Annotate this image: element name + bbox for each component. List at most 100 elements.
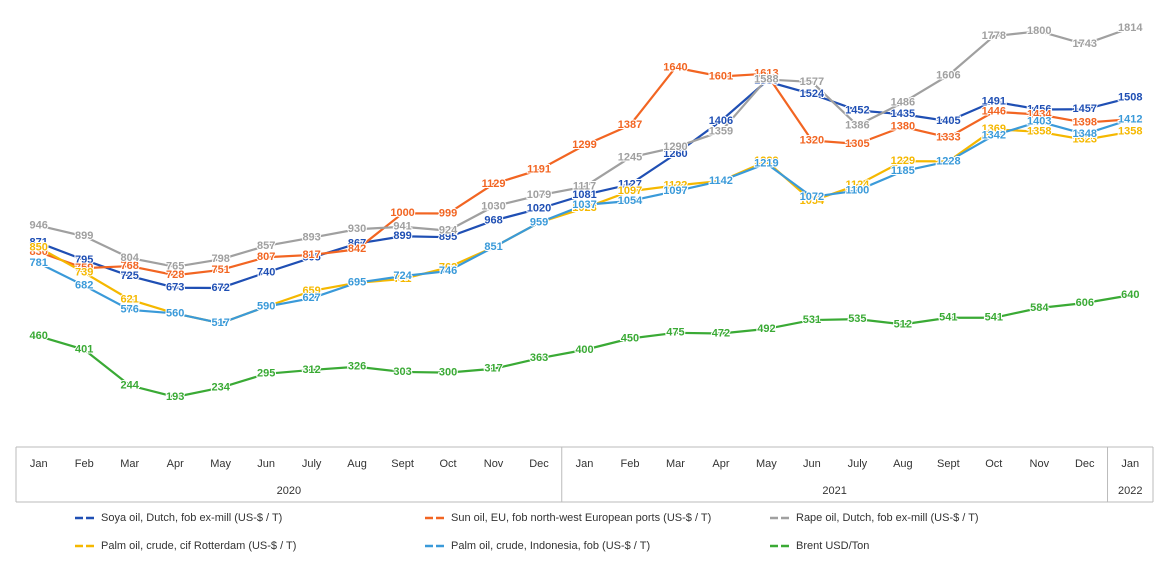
data-label: 1358 — [1118, 126, 1142, 138]
x-tick-label: Jan — [30, 458, 48, 470]
data-label: 1640 — [663, 62, 687, 74]
legend-label: Soya oil, Dutch, fob ex-mill (US-$ / T) — [101, 512, 282, 524]
data-label: 1386 — [845, 119, 869, 131]
line — [38, 118, 1131, 325]
data-label: 450 — [621, 332, 639, 344]
data-label: 1434 — [1027, 108, 1052, 120]
data-label: 512 — [894, 318, 912, 330]
data-label: 1054 — [618, 195, 643, 207]
data-label: 724 — [393, 270, 412, 282]
data-label: 1606 — [936, 69, 960, 81]
data-label: 768 — [121, 260, 139, 272]
data-label: 1601 — [709, 70, 733, 82]
x-tick-label: May — [210, 458, 231, 470]
data-label: 941 — [393, 221, 411, 233]
data-label: 804 — [121, 252, 140, 264]
year-label: 2020 — [277, 485, 301, 497]
data-label: 475 — [666, 327, 684, 339]
data-label: 899 — [393, 230, 411, 242]
data-label: 1117 — [573, 181, 596, 193]
data-label: 765 — [166, 261, 184, 273]
data-label: 1387 — [618, 119, 642, 131]
data-label: 317 — [484, 363, 502, 375]
data-label: 627 — [302, 292, 320, 304]
data-label: 1814 — [1118, 22, 1143, 34]
data-label: 857 — [257, 240, 275, 252]
data-label: 739 — [75, 267, 93, 279]
year-label: 2022 — [1118, 485, 1142, 497]
data-label: 1524 — [800, 88, 825, 100]
data-label: 1229 — [754, 155, 778, 167]
data-label: 968 — [484, 214, 502, 226]
legend-label: Rape oil, Dutch, fob ex-mill (US-$ / T) — [796, 512, 979, 524]
data-label: 472 — [712, 327, 730, 339]
data-label: 1342 — [982, 129, 1006, 141]
data-label: 401 — [75, 344, 93, 356]
x-tick-label: Feb — [75, 458, 94, 470]
data-label: 584 — [1030, 302, 1049, 314]
data-label: 1020 — [527, 203, 551, 215]
data-label: 234 — [211, 382, 230, 394]
data-label: 740 — [257, 266, 275, 278]
data-label: 1054 — [800, 195, 825, 207]
x-tick-label: Mar — [120, 458, 139, 470]
data-label: 326 — [348, 361, 366, 373]
data-label: 725 — [121, 270, 139, 282]
data-label: 1191 — [527, 164, 551, 176]
data-label: 867 — [348, 237, 366, 249]
data-label: 781 — [30, 257, 48, 269]
data-label: 1406 — [709, 115, 733, 127]
data-label: 295 — [257, 368, 275, 380]
data-label: 1122 — [664, 179, 688, 191]
data-label: 817 — [302, 249, 320, 261]
data-label: 1435 — [891, 108, 915, 120]
data-label: 659 — [302, 285, 320, 297]
data-label: 959 — [530, 217, 548, 229]
line — [38, 294, 1131, 399]
data-label: 1124 — [845, 179, 870, 191]
data-label: 1403 — [1027, 115, 1051, 127]
x-tick-label: Jun — [257, 458, 275, 470]
data-label: 850 — [30, 241, 48, 253]
data-label: 807 — [257, 251, 275, 263]
data-label: 621 — [121, 293, 139, 305]
data-label: 1456 — [1027, 103, 1051, 115]
data-label: 711 — [394, 273, 412, 285]
data-label: 1413 — [1118, 113, 1142, 125]
data-label: 899 — [75, 230, 93, 242]
data-label: 893 — [302, 232, 320, 244]
x-tick-label: Apr — [167, 458, 184, 470]
data-label: 535 — [848, 313, 866, 325]
data-label: 695 — [348, 277, 366, 289]
year-label: 2021 — [822, 485, 846, 497]
data-label: 1452 — [845, 104, 869, 116]
line — [38, 80, 1131, 290]
data-label: 1185 — [891, 165, 915, 177]
data-label: 746 — [439, 265, 457, 277]
x-tick-label: Dec — [1075, 458, 1095, 470]
data-label: 1142 — [709, 175, 733, 187]
x-tick-label: Oct — [439, 458, 456, 470]
data-label: 1369 — [982, 123, 1006, 135]
data-label: 541 — [985, 312, 1003, 324]
data-label: 999 — [439, 207, 457, 219]
data-label: 871 — [30, 237, 48, 249]
data-label: 1072 — [800, 191, 824, 203]
data-label: 492 — [757, 323, 775, 335]
data-label: 1081 — [572, 189, 596, 201]
data-label: 1358 — [1027, 126, 1051, 138]
data-label: 1577 — [800, 76, 824, 88]
data-label: 959 — [530, 217, 548, 229]
data-label: 1000 — [390, 207, 414, 219]
data-label: 924 — [439, 225, 458, 237]
data-label: 1800 — [1027, 25, 1051, 37]
data-label: 590 — [257, 301, 275, 313]
data-label: 1320 — [800, 134, 824, 146]
data-label: 606 — [1076, 297, 1094, 309]
data-label: 1030 — [481, 200, 505, 212]
data-label: 1219 — [754, 157, 778, 169]
data-label: 640 — [1121, 289, 1139, 301]
legend-label: Sun oil, EU, fob north-west European por… — [451, 512, 711, 524]
data-label: 1359 — [709, 125, 733, 137]
data-label: 728 — [166, 269, 184, 281]
